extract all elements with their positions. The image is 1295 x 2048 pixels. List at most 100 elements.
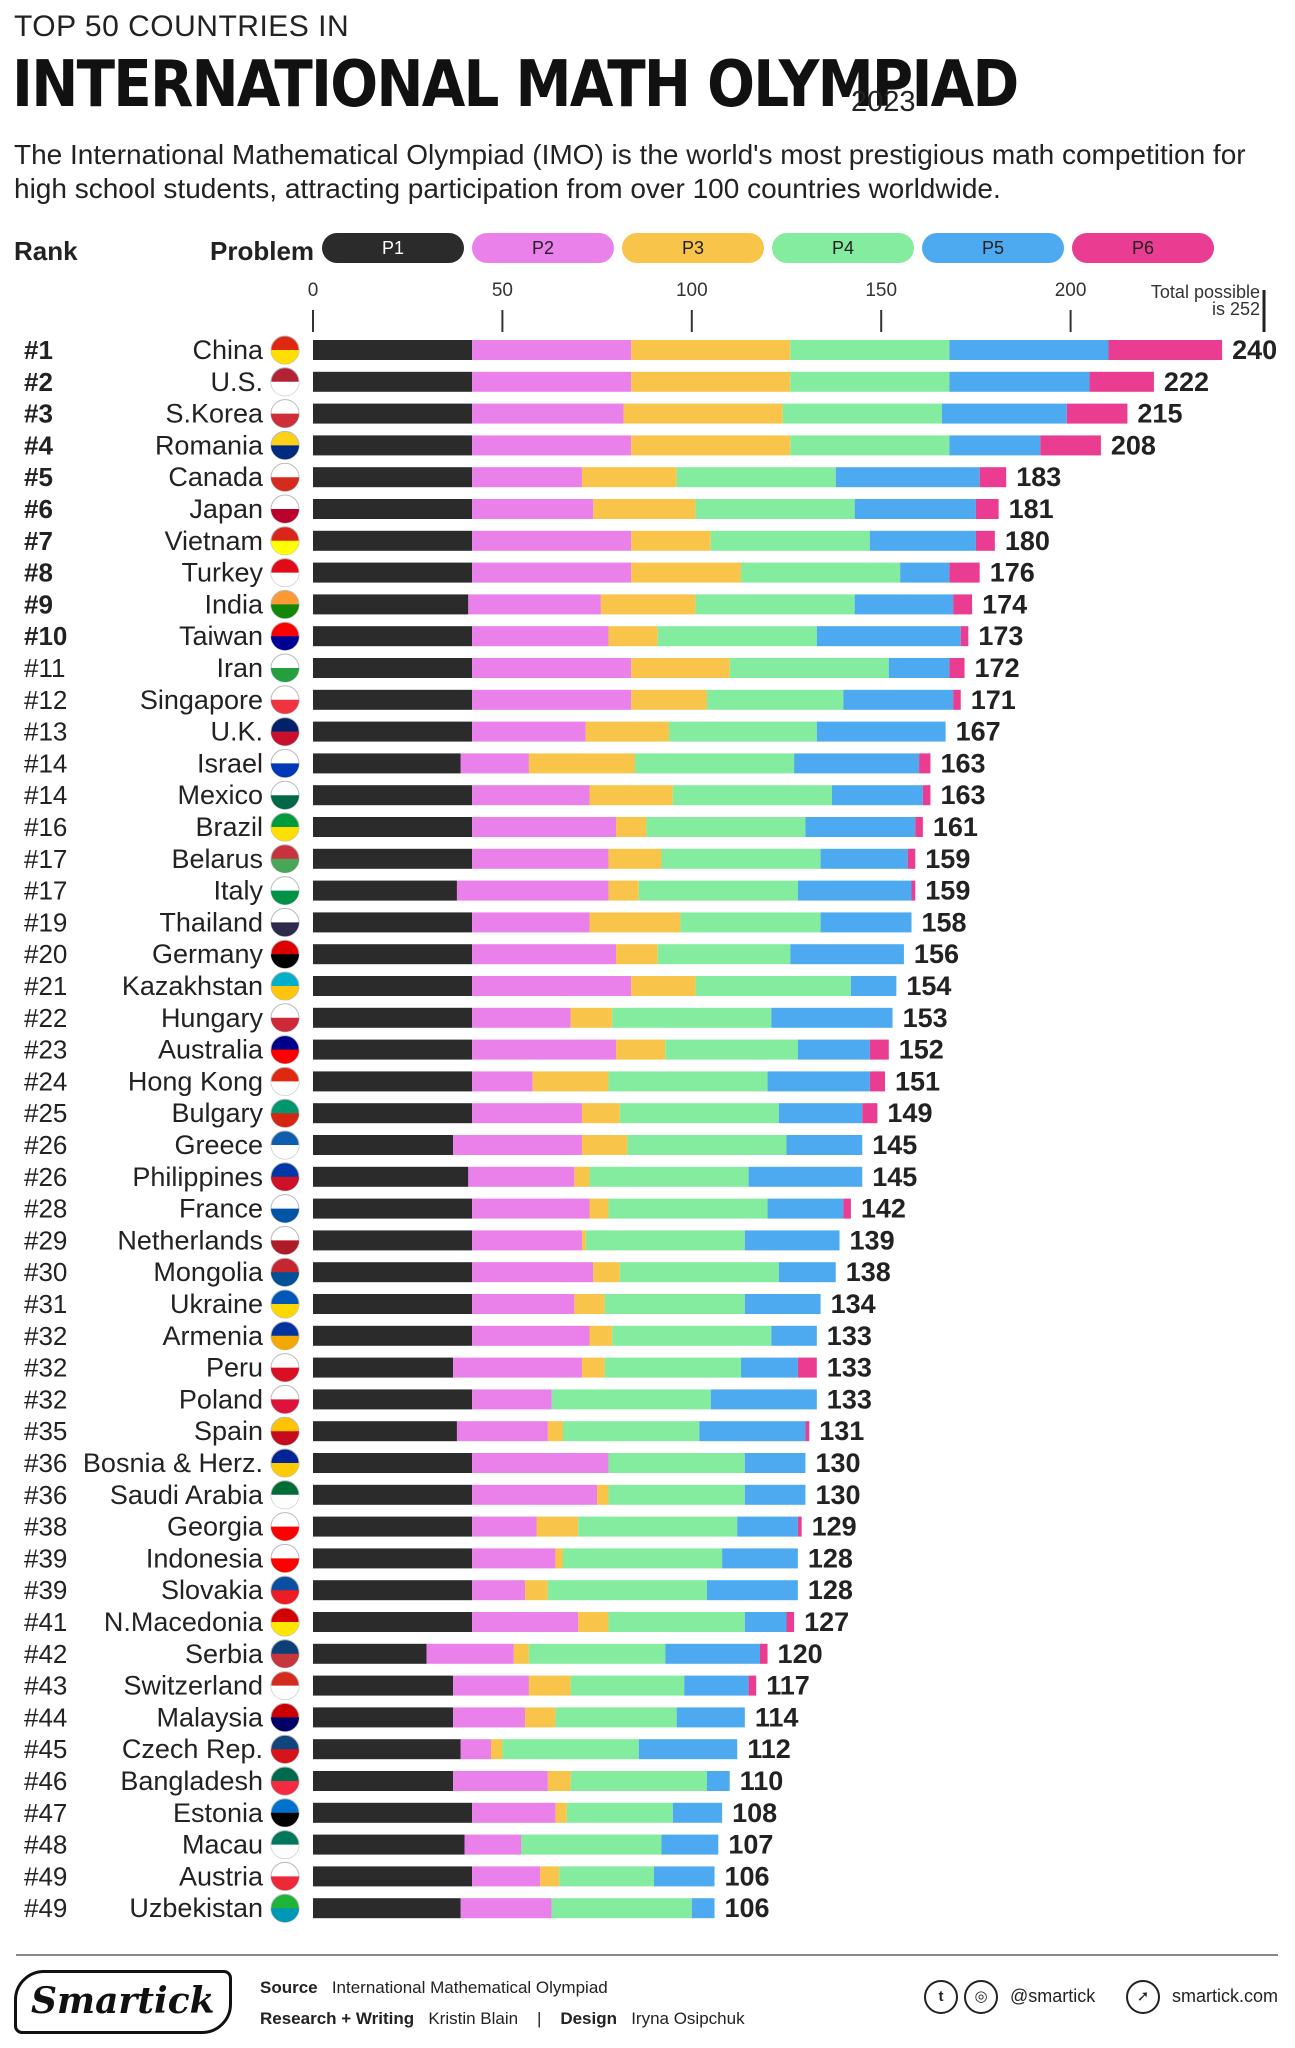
instagram-icon[interactable]: ◎ <box>964 1980 998 2014</box>
social-handle[interactable]: @smartick <box>1010 1986 1096 2006</box>
bar-segment-p4 <box>612 1007 772 1028</box>
bar-segment-p3 <box>555 1802 567 1823</box>
country-label: Poland <box>179 1384 263 1414</box>
rank-label: #32 <box>24 1321 67 1351</box>
total-label: 149 <box>887 1098 932 1128</box>
bar-segment-p3 <box>574 1294 605 1314</box>
philippines-flag-half <box>271 1176 299 1191</box>
total-label: 151 <box>895 1066 940 1096</box>
rank-label: #39 <box>24 1575 67 1605</box>
bar-segment-p3 <box>581 1135 628 1155</box>
germany-flag-half <box>271 954 299 969</box>
research-label: Research + Writing <box>260 2009 415 2028</box>
bar-segment-p2 <box>472 689 632 710</box>
singapore-flag-half <box>271 699 299 714</box>
country-label: Peru <box>206 1353 263 1383</box>
bar-segment-p5 <box>741 1357 798 1378</box>
bar-segment-p2 <box>472 1103 582 1124</box>
bar-segment-p4 <box>559 1866 654 1887</box>
bar-segment-p2 <box>472 626 609 647</box>
netherlands-flag-half <box>271 1240 299 1255</box>
bar-segment-p3 <box>616 1039 666 1060</box>
x-tick-label: 0 <box>308 280 319 301</box>
bar-segment-p2 <box>472 1071 533 1092</box>
legend-p1: P1 <box>322 233 464 263</box>
bar-segment-p6 <box>949 658 965 678</box>
bar-segment-p4 <box>672 785 832 806</box>
armenia-flag-half <box>271 1335 299 1350</box>
bar-segment-p5 <box>778 1103 863 1124</box>
bar-segment-p4 <box>612 1325 772 1346</box>
bar-segment-p2 <box>472 340 632 360</box>
bar-segment-p3 <box>547 1421 564 1442</box>
bar-segment-p4 <box>578 1516 738 1537</box>
country-label: Czech Rep. <box>122 1734 263 1764</box>
bar-segment-p1 <box>313 1453 473 1473</box>
bar-segment-p2 <box>453 1135 582 1155</box>
total-label: 171 <box>971 685 1016 715</box>
bar-segment-p1 <box>313 1007 473 1028</box>
bar-segment-p6 <box>786 1612 795 1632</box>
total-label: 183 <box>1016 462 1061 492</box>
bar-segment-p6 <box>748 1675 757 1696</box>
rank-label: #4 <box>24 430 53 460</box>
thailand-flag-half <box>271 922 299 937</box>
austria-flag-half <box>271 1876 299 1891</box>
bar-segment-p6 <box>1089 371 1154 392</box>
bosnia-flag-half <box>271 1463 299 1477</box>
total-label: 130 <box>815 1480 860 1510</box>
rank-label: #17 <box>24 844 67 874</box>
bar-segment-p6 <box>862 1103 878 1124</box>
bar-segment-p3 <box>616 944 658 965</box>
bar-segment-p5 <box>805 817 916 837</box>
bar-segment-p1 <box>313 721 473 742</box>
bar-segment-p3 <box>631 530 711 551</box>
legend-p4: P4 <box>772 233 914 263</box>
bar-segment-p4 <box>657 626 817 647</box>
bar-segment-p3 <box>528 753 635 774</box>
bar-segment-p3 <box>623 403 783 424</box>
rank-label: #22 <box>24 1003 67 1033</box>
bar-segment-p2 <box>468 1166 575 1187</box>
max-note-line1: Total possible <box>1151 282 1260 302</box>
twitter-icon[interactable]: t <box>924 1980 958 2014</box>
bar-segment-p1 <box>313 1739 461 1760</box>
bar-segment-p1 <box>313 1262 473 1283</box>
bar-segment-p1 <box>313 1421 457 1442</box>
bar-segment-p6 <box>797 1516 802 1537</box>
total-label: 139 <box>850 1225 895 1255</box>
japan-flag-half <box>271 509 299 523</box>
country-label: Spain <box>194 1416 263 1446</box>
total-label: 138 <box>846 1257 891 1287</box>
max-note-line2: is 252 <box>1212 299 1260 319</box>
indonesia-flag-half <box>271 1558 299 1573</box>
legend-p2: P2 <box>472 233 614 263</box>
bulgaria-flag-half <box>271 1113 299 1128</box>
italy-flag-half <box>271 890 299 905</box>
bar-segment-p4 <box>585 1230 745 1251</box>
us-flag-half <box>271 381 299 396</box>
bar-segment-p3 <box>528 1675 571 1696</box>
bar-segment-p1 <box>313 1548 473 1569</box>
rank-label: #48 <box>24 1830 67 1860</box>
bar-segment-p5 <box>820 912 912 933</box>
bar-segment-p6 <box>979 467 1007 488</box>
total-label: 128 <box>808 1543 853 1573</box>
bar-segment-p1 <box>313 1135 454 1155</box>
bar-segment-p6 <box>975 499 999 519</box>
website-link[interactable]: smartick.com <box>1172 1986 1279 2006</box>
bar-segment-p4 <box>551 1389 711 1410</box>
bar-segment-p4 <box>608 1071 768 1092</box>
country-label: Hungary <box>161 1003 264 1033</box>
bar-segment-p4 <box>729 658 889 678</box>
bar-segment-p2 <box>472 817 617 837</box>
bar-segment-p3 <box>631 371 791 392</box>
brazil-flag-half <box>271 827 299 841</box>
rank-label: #32 <box>24 1384 67 1414</box>
rank-label: #12 <box>24 685 67 715</box>
total-label: 131 <box>819 1416 864 1446</box>
country-label: India <box>204 589 264 619</box>
bar-segment-p2 <box>472 530 632 551</box>
bar-segment-p5 <box>737 1516 798 1537</box>
bar-segment-p4 <box>741 562 901 583</box>
